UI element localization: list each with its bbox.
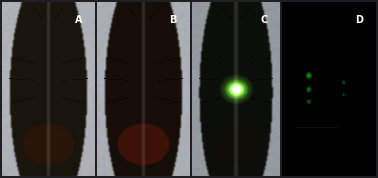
Text: A: A: [74, 15, 82, 25]
Text: C: C: [260, 15, 268, 25]
Text: D: D: [355, 15, 363, 25]
Text: B: B: [170, 15, 177, 25]
